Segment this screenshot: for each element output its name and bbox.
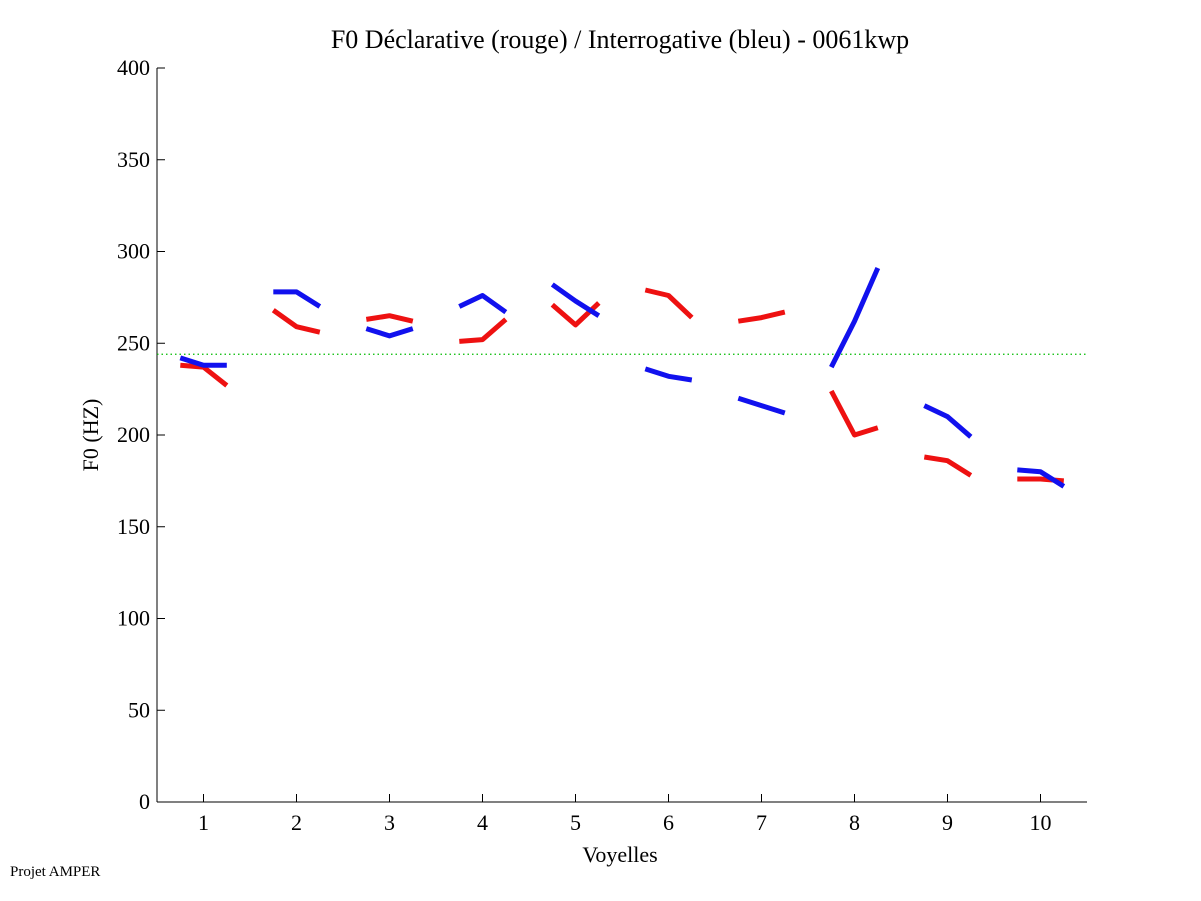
chart-title: F0 Déclarative (rouge) / Interrogative (… — [331, 25, 909, 54]
y-tick-label: 300 — [117, 239, 150, 264]
series-d-clarative-segment-8 — [829, 389, 879, 438]
series-interrogative-segment-4 — [458, 293, 508, 315]
y-tick-label: 150 — [117, 514, 150, 539]
x-tick-label: 7 — [756, 810, 767, 835]
series-d-clarative-segment-4 — [459, 317, 508, 344]
series-interrogative-segment-5 — [550, 282, 601, 318]
y-tick-label: 200 — [117, 422, 150, 447]
y-axis-label: F0 (HZ) — [78, 399, 103, 472]
x-tick-label: 10 — [1030, 810, 1052, 835]
x-axis-label: Voyelles — [582, 842, 657, 867]
y-tick-label: 350 — [117, 147, 150, 172]
x-tick-label: 4 — [477, 810, 488, 835]
series-d-clarative-segment-9 — [923, 454, 973, 478]
plot-area: 0 50 100 150 200 250 300 350 400 1 2 3 4 5 6 7 8 9 10 — [117, 55, 1087, 835]
x-tick-label: 5 — [570, 810, 581, 835]
series-interrogative-segment-8 — [829, 266, 881, 369]
series-interrogative-segment-9 — [923, 403, 973, 439]
series-d-clarative-segment-7 — [737, 309, 786, 324]
series-interrogative-segment-1 — [179, 355, 227, 368]
series-d-clarative-segment-2 — [271, 308, 321, 335]
series-interrogative-segment-2 — [273, 289, 322, 309]
x-tick-label: 6 — [663, 810, 674, 835]
series-d-clarative-segment-6 — [644, 287, 694, 320]
series-interrogative-segment-6 — [644, 366, 693, 383]
y-tick-label: 50 — [128, 697, 150, 722]
x-tick-label: 3 — [384, 810, 395, 835]
series-d-clarative-segment-3 — [365, 313, 414, 324]
y-tick-label: 250 — [117, 330, 150, 355]
series-interrogative-segment-10 — [1017, 467, 1066, 489]
y-tick-label: 400 — [117, 55, 150, 80]
x-tick-label: 9 — [942, 810, 953, 835]
series-d-clarative-segment-1 — [180, 362, 229, 388]
y-tick-label: 0 — [139, 789, 150, 814]
x-tick-label: 1 — [198, 810, 209, 835]
series-interrogative-segment-7 — [737, 395, 786, 416]
footer-credit: Projet AMPER — [10, 864, 101, 880]
x-tick-label: 2 — [291, 810, 302, 835]
series-interrogative-segment-3 — [365, 326, 414, 339]
x-tick-label: 8 — [849, 810, 860, 835]
y-tick-label: 100 — [117, 606, 150, 631]
